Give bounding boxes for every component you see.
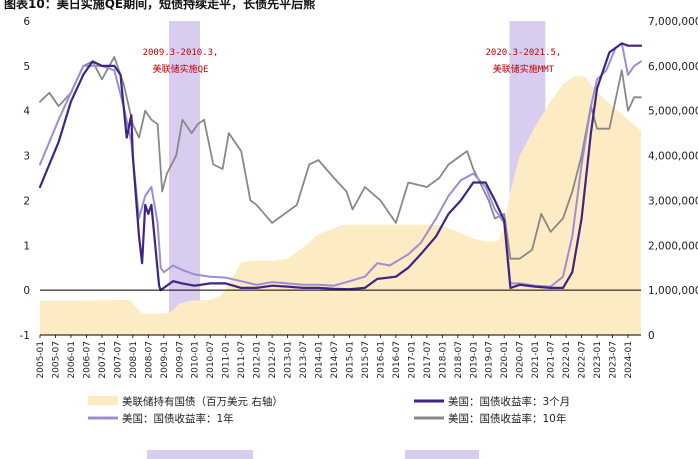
bottom-highlight-blocks — [147, 450, 479, 459]
x-tick-label: 2009-01 — [160, 341, 170, 379]
shaded-period-0 — [169, 21, 200, 335]
x-tick-label: 2013-07 — [299, 341, 309, 379]
x-tick-label: 2007-07 — [113, 341, 123, 379]
x-tick-label: 2023-01 — [593, 341, 603, 379]
y-right-tick-label: 7,000,000 — [648, 16, 698, 28]
x-tick-label: 2023-07 — [609, 341, 619, 379]
x-tick-label: 2013-01 — [284, 341, 294, 379]
x-tick-label: 2015-01 — [345, 341, 355, 379]
period-label-text-1: 美联储实施MMT — [493, 63, 555, 75]
legend-label: 美国：国债收益率：10年 — [448, 412, 566, 425]
y-left-tick-label: 0 — [23, 285, 30, 297]
x-tick-label: 2010-07 — [206, 341, 216, 379]
x-tick-label: 2019-01 — [469, 341, 479, 379]
series-line-10y-yield — [39, 56, 642, 260]
x-tick-label: 2016-07 — [392, 341, 402, 379]
x-tick-label: 2014-07 — [330, 341, 340, 379]
y-left-tick-label: 2 — [23, 195, 30, 207]
x-tick-label: 2022-01 — [562, 341, 572, 379]
period-label-date-1: 2020.3-2021.5, — [485, 48, 561, 58]
x-tick-label: 2017-07 — [423, 341, 433, 379]
y-left-tick-label: 6 — [23, 16, 30, 28]
y-left-tick-label: -1 — [20, 330, 30, 342]
y-right-tick-label: 5,000,000 — [648, 106, 698, 118]
x-tick-label: 2018-07 — [454, 341, 464, 379]
x-tick-label: 2024-01 — [624, 341, 634, 379]
y-right-tick-label: 0 — [648, 330, 655, 342]
x-tick-label: 2008-01 — [129, 341, 139, 379]
line-series — [38, 42, 643, 292]
x-tick-label: 2020-07 — [516, 341, 526, 379]
x-tick-label: 2022-07 — [578, 341, 588, 379]
x-tick-label: 2009-07 — [175, 341, 185, 379]
y-left-tick-label: 1 — [23, 240, 30, 252]
x-tick-label: 2011-01 — [222, 341, 232, 379]
bottom-block-left — [147, 450, 253, 459]
y-right-tick-label: 4,000,000 — [648, 151, 698, 163]
x-tick-label: 2005-01 — [36, 341, 46, 379]
x-tick-label: 2021-07 — [547, 341, 557, 379]
annotations: 2009.3-2010.3, 美联储实施QE 2020.3-2021.5, 美联储实施… — [143, 48, 562, 75]
legend-label: 美联储持有国债（百万美元 右轴） — [122, 395, 283, 408]
x-tick-label: 2006-07 — [82, 341, 92, 379]
x-tick-label: 2005-07 — [51, 341, 61, 379]
y-right-tick-label: 3,000,000 — [648, 195, 698, 207]
series-area-fed-treasury-holdings — [40, 75, 641, 335]
x-tick-label: 2019-07 — [485, 341, 495, 379]
x-tick-label: 2011-07 — [237, 341, 247, 379]
x-tick-label: 2015-07 — [361, 341, 371, 379]
x-tick-label: 2012-07 — [268, 341, 278, 379]
y-left-tick-label: 4 — [23, 106, 30, 118]
series-line-3m-yield — [38, 42, 643, 292]
x-tick-label: 2007-01 — [98, 341, 108, 379]
x-tick-label: 2008-07 — [144, 341, 154, 379]
legend-label: 美国：国债收益率：3个月 — [448, 395, 570, 408]
x-tick-label: 2014-01 — [315, 341, 325, 379]
legend-label: 美国：国债收益率：1年 — [122, 412, 234, 425]
x-tick-label: 2006-01 — [67, 341, 77, 379]
x-tick-label: 2021-01 — [531, 341, 541, 379]
y-right-tick-label: 2,000,000 — [648, 240, 698, 252]
legend-swatch-area — [88, 396, 118, 405]
y-right-tick-label: 6,000,000 — [648, 61, 698, 73]
x-tick-label: 2020-01 — [500, 341, 510, 379]
chart-title: 图表10：美日实施QE期间，短债持续走平，长债先平后熊 — [4, 0, 315, 11]
x-tick-label: 2017-01 — [407, 341, 417, 379]
axes: -1 0 1 2 3 4 5 6 0 1,000,000 2,000,000 3,000,000 4,0… — [20, 16, 698, 379]
period-label-date-0: 2009.3-2010.3, — [143, 48, 219, 58]
y-left-tick-label: 3 — [23, 151, 30, 163]
area-series — [40, 75, 641, 335]
bottom-block-right — [405, 450, 479, 459]
x-tick-label: 2018-01 — [438, 341, 448, 379]
x-tick-label: 2010-01 — [191, 341, 201, 379]
y-right-tick-label: 1,000,000 — [648, 285, 698, 297]
y-left-tick-label: 5 — [23, 61, 30, 73]
period-label-text-0: 美联储实施QE — [153, 63, 209, 75]
x-tick-label: 2012-01 — [253, 341, 263, 379]
x-tick-label: 2016-01 — [376, 341, 386, 379]
